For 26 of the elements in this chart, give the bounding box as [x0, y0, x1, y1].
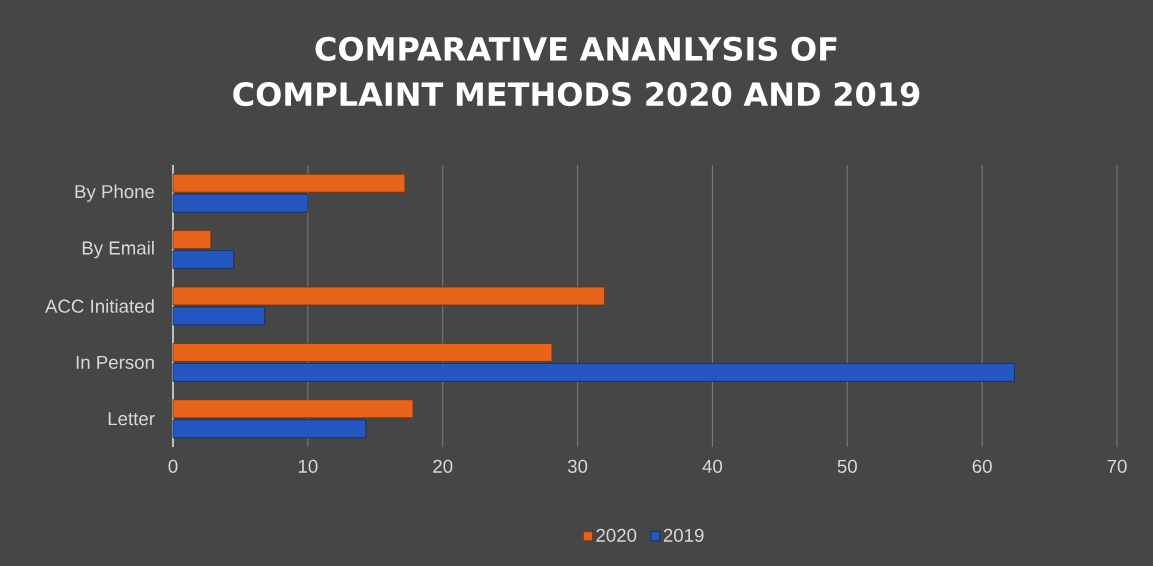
x-tick-label: 50 — [837, 459, 857, 473]
bar — [172, 399, 414, 419]
bar — [172, 286, 605, 306]
y-tick-label: In Person — [76, 355, 154, 369]
x-tick-label: 40 — [702, 459, 723, 473]
bar — [172, 342, 553, 362]
bar — [172, 419, 367, 439]
y-tick-label: Letter — [108, 412, 155, 426]
bar — [172, 362, 1015, 382]
bar — [172, 173, 406, 193]
x-tick-label: 20 — [433, 459, 453, 473]
x-tick-label: 10 — [298, 459, 318, 473]
x-tick-label: 70 — [1107, 459, 1127, 473]
x-tick-label: 0 — [168, 459, 178, 473]
bar — [172, 193, 309, 213]
x-tick-label: 30 — [567, 459, 588, 473]
bar — [172, 306, 266, 326]
bar — [172, 250, 235, 269]
y-tick-label: ACC Initiated — [45, 299, 154, 313]
chart-title: COMPARATIVE ANANLYSIS OF COMPLAINT METHODS 2020 AND 2019 — [233, 36, 920, 107]
x-tick-label: 60 — [972, 459, 992, 473]
bar — [172, 230, 212, 249]
y-tick-label: By Email — [82, 240, 154, 259]
legend-label: 2019 — [663, 528, 704, 542]
legend-label: 2020 — [596, 528, 637, 542]
y-tick-label: By Phone — [75, 184, 155, 202]
